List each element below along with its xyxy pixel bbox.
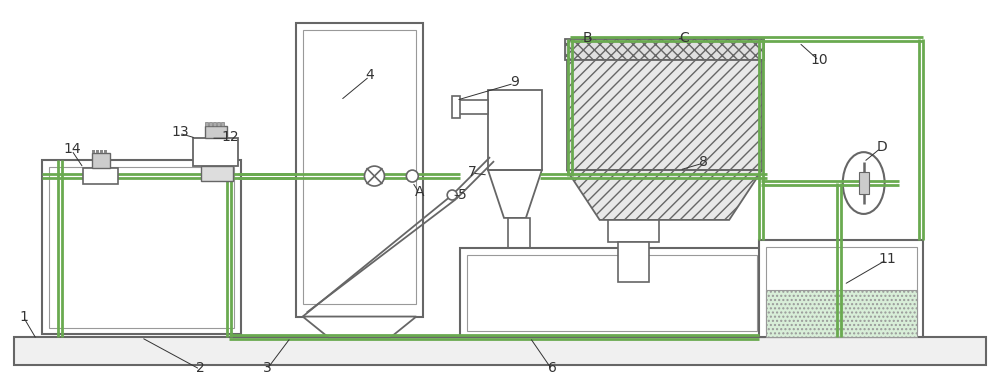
Bar	[42, 160, 241, 334]
Text: C: C	[679, 31, 689, 45]
Bar	[766, 247, 917, 331]
Bar	[217, 122, 220, 126]
Text: 12: 12	[221, 130, 239, 144]
Bar	[104, 150, 107, 153]
Bar	[96, 150, 99, 153]
Bar	[92, 150, 95, 153]
Bar	[201, 166, 233, 181]
Bar	[303, 29, 416, 303]
Bar	[618, 242, 649, 282]
Bar	[567, 61, 762, 170]
Text: 4: 4	[365, 68, 374, 83]
Bar	[205, 126, 227, 138]
Bar	[766, 290, 917, 338]
Bar	[452, 96, 460, 118]
Bar	[49, 167, 234, 327]
Bar	[460, 248, 764, 338]
Bar	[766, 290, 917, 338]
Bar	[209, 122, 212, 126]
Polygon shape	[567, 170, 762, 220]
Bar	[565, 38, 764, 61]
Bar	[508, 218, 530, 250]
Text: 1: 1	[20, 310, 29, 324]
Text: 2: 2	[196, 361, 205, 376]
Text: 5: 5	[458, 188, 467, 202]
Text: 9: 9	[510, 75, 519, 89]
Bar	[759, 240, 923, 338]
Text: 6: 6	[548, 361, 557, 376]
Text: 14: 14	[64, 142, 81, 156]
Text: D: D	[877, 140, 887, 154]
Bar	[100, 150, 103, 153]
Bar	[488, 90, 542, 170]
Ellipse shape	[843, 152, 885, 214]
Polygon shape	[488, 170, 542, 218]
Circle shape	[447, 190, 457, 200]
Text: 11: 11	[879, 252, 896, 266]
Bar	[193, 138, 238, 166]
Text: 8: 8	[699, 155, 708, 169]
Circle shape	[406, 170, 418, 182]
Bar	[456, 100, 488, 114]
Circle shape	[364, 166, 384, 186]
Bar	[213, 122, 216, 126]
Text: 7: 7	[468, 165, 477, 179]
Text: A: A	[415, 185, 425, 199]
Text: 13: 13	[171, 125, 189, 139]
Bar	[859, 172, 869, 194]
Bar	[467, 255, 757, 331]
Bar	[296, 23, 423, 317]
Bar	[205, 122, 208, 126]
Bar	[14, 338, 986, 365]
Bar	[608, 220, 659, 242]
Text: B: B	[583, 31, 592, 45]
Polygon shape	[303, 317, 416, 338]
Text: 3: 3	[263, 361, 272, 376]
Bar	[92, 153, 110, 168]
Bar	[83, 168, 118, 184]
Text: 10: 10	[811, 52, 829, 66]
Bar	[221, 122, 224, 126]
